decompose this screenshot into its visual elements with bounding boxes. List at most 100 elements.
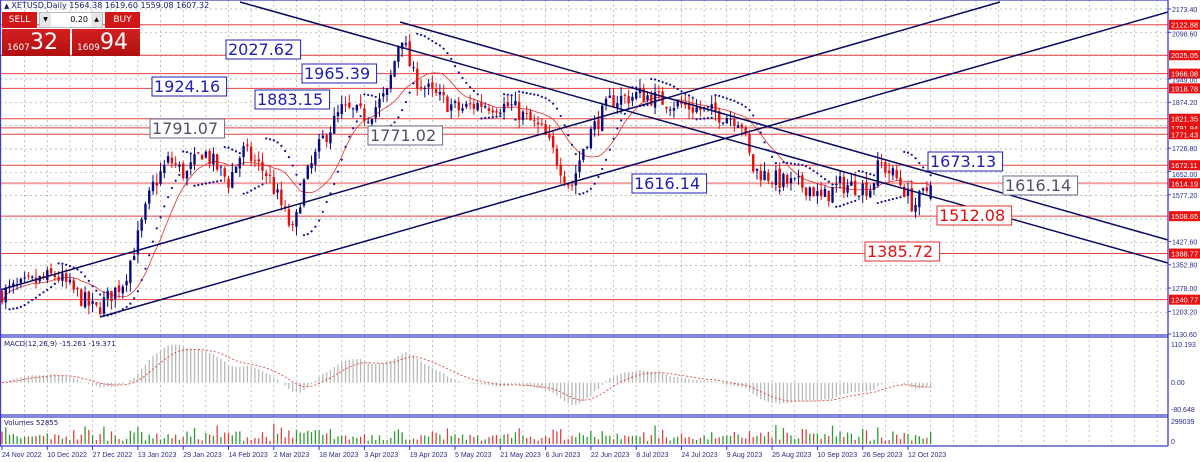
one-click-trading-panel: SELL ▼ 0.20 ▲ BUY 1607 32 1609 94: [2, 12, 140, 56]
sar-dot: [857, 169, 861, 173]
candle-body: [299, 207, 302, 214]
candle: [34, 268, 38, 289]
candle-body: [869, 190, 872, 198]
candle-body: [804, 187, 808, 196]
candle-body: [340, 104, 343, 115]
candle: [627, 89, 630, 108]
candle-body: [506, 102, 510, 107]
annotation-box: [254, 89, 331, 110]
candle: [363, 103, 366, 127]
candle: [551, 130, 555, 154]
candle: [718, 107, 721, 129]
price-annotation: 1512.08: [936, 205, 1013, 226]
sar-dot: [140, 278, 143, 282]
macd-axis-label: 110.193: [1171, 342, 1196, 349]
buy-price-button[interactable]: 1609 94: [72, 29, 140, 56]
lot-size-stepper[interactable]: ▼ 0.20 ▲: [39, 12, 103, 28]
collapse-triangle-icon[interactable]: ▲: [4, 2, 10, 10]
sar-dot: [310, 230, 313, 233]
sar-dot: [234, 150, 238, 153]
sar-dot: [336, 170, 340, 173]
volumes-label: Volumes 52855: [4, 419, 58, 427]
level-price-label: 1771.43: [1171, 130, 1198, 139]
sar-dot: [574, 152, 577, 156]
candle-body: [499, 112, 502, 115]
candle: [699, 100, 702, 117]
candle: [887, 162, 891, 183]
sar-dot: [212, 180, 215, 184]
candle-body: [321, 135, 325, 139]
candle-body: [76, 287, 79, 290]
candle: [42, 272, 45, 280]
macd-histogram: [5, 344, 932, 406]
candle: [914, 197, 917, 218]
macd-label: MACD(12,26,9) -15.261 -19.371: [4, 340, 116, 348]
candle-body: [619, 95, 623, 105]
sar-dot: [820, 175, 823, 178]
candle-body: [585, 146, 589, 148]
candle-body: [174, 163, 177, 165]
candle: [506, 95, 510, 108]
candle: [797, 169, 800, 185]
sell-price-button[interactable]: 1607 32: [2, 29, 70, 56]
candle-body: [684, 102, 687, 106]
candle: [842, 172, 846, 198]
candle-body: [223, 168, 226, 177]
sar-dot: [721, 96, 725, 99]
lot-size-value[interactable]: 0.20: [70, 15, 88, 24]
increase-lot-icon[interactable]: ▲: [91, 13, 102, 27]
sar-dot: [99, 293, 102, 296]
sar-dot: [227, 146, 230, 149]
candle: [27, 272, 30, 280]
candle: [438, 84, 442, 101]
sar-dot: [854, 199, 857, 202]
candle: [53, 271, 57, 282]
annotation-label: 1385.72: [867, 242, 933, 261]
sar-dot: [510, 94, 513, 97]
annotation-box: [149, 118, 226, 139]
sar-dot: [272, 139, 275, 142]
candle: [857, 195, 861, 201]
candle-body: [366, 121, 370, 123]
decrease-lot-icon[interactable]: ▼: [40, 13, 51, 27]
candle: [231, 162, 234, 189]
candle: [306, 164, 309, 180]
trend-line: [239, 1, 1169, 264]
buy-button[interactable]: BUY: [105, 12, 140, 28]
candle: [125, 274, 128, 292]
candle-body: [246, 144, 249, 147]
sar-dot: [687, 94, 691, 97]
candle: [189, 153, 192, 176]
candle-body: [797, 176, 800, 178]
candle: [174, 156, 177, 168]
sell-button[interactable]: SELL: [2, 12, 37, 28]
level-price-tag: [1169, 113, 1200, 124]
candle: [789, 171, 793, 191]
sar-dot: [423, 35, 426, 38]
date-axis-label: 25 Aug 2023: [772, 452, 811, 459]
sar-dot: [57, 262, 60, 265]
sar-dot: [299, 183, 302, 186]
candle-body: [450, 104, 453, 111]
candle-body: [653, 92, 657, 108]
annotation-box: [151, 76, 228, 97]
sar-dot: [578, 193, 581, 196]
sar-dot: [752, 114, 755, 117]
candle-body: [752, 154, 755, 172]
sar-dot: [416, 32, 419, 35]
candle-body: [612, 95, 615, 108]
sar-dot: [536, 94, 540, 97]
sar-dot: [268, 138, 272, 141]
date-axis-label: 13 Jan 2023: [138, 452, 177, 459]
candle-body: [865, 182, 868, 196]
candle-body: [453, 101, 457, 103]
symbol-ohlc: XETUSD,Daily 1564.38 1619.60 1559.08 160…: [11, 1, 210, 10]
candle-body: [23, 277, 26, 279]
candle-body: [574, 173, 577, 186]
candle-body: [98, 307, 102, 314]
sar-dot: [846, 202, 849, 205]
sar-dot: [529, 92, 532, 95]
candle: [510, 96, 513, 111]
candle: [268, 166, 272, 184]
